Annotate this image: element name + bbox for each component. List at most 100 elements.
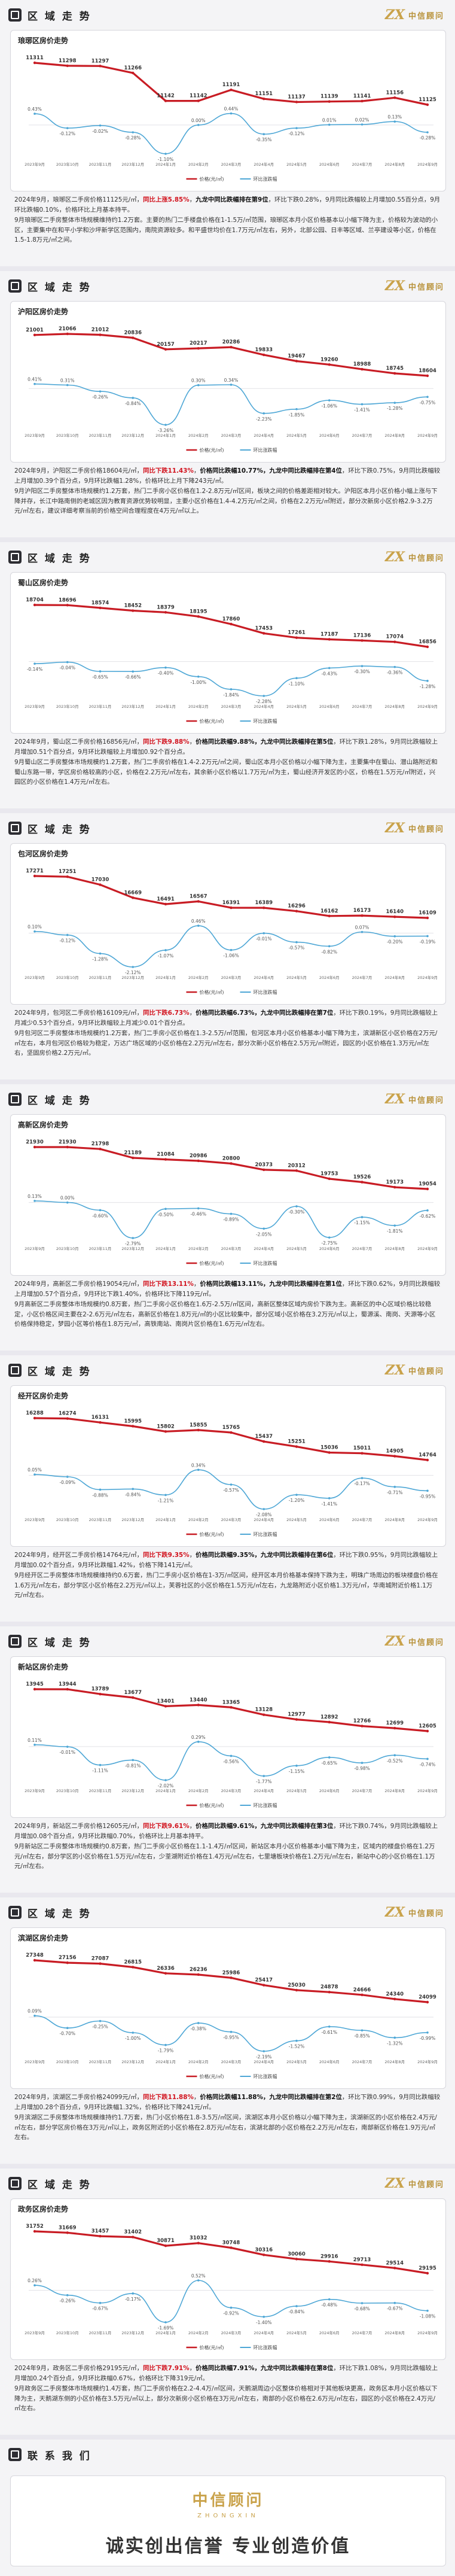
mom-point bbox=[132, 2292, 135, 2295]
mom-value-label: -0.38% bbox=[190, 2026, 206, 2031]
mom-value-label: -1.85% bbox=[289, 412, 305, 418]
price-value-label: 20373 bbox=[255, 1162, 273, 1168]
mom-point bbox=[33, 662, 36, 665]
district-panel: 区 域 走 势ZX中信顾问中信顾问中信顾问高新区房价走势219300.13%20… bbox=[0, 1084, 455, 1351]
mom-point bbox=[295, 1494, 298, 1496]
summary-paragraph: 2024年9月，蜀山区二手房价格16856元/㎡，同比下跌9.88%，价格同比跌… bbox=[14, 737, 441, 757]
price-value-label: 14764 bbox=[419, 1452, 436, 1458]
x-tick-label: 2024年6月 bbox=[319, 1517, 340, 1522]
mom-value-label: -0.66% bbox=[125, 674, 141, 680]
price-value-label: 14905 bbox=[386, 1449, 404, 1455]
mom-point bbox=[295, 1765, 298, 1767]
district-description: 2024年9月，高新区二手房价格19054元/㎡，同比下跌13.11%，价格同比… bbox=[14, 1279, 441, 1330]
summary-text: 2024年9月，包河区二手房价格16109元/㎡， bbox=[14, 1009, 143, 1017]
chart-card: 琅琊区房价走势 11311 0.43% 2023年9月 11298 -0.12% 2023年… bbox=[10, 30, 446, 191]
section-square-icon bbox=[8, 2448, 22, 2461]
section-title: 区 域 走 势 bbox=[28, 823, 91, 836]
summary-text: 2024年9月，蜀山区二手房价格16856元/㎡， bbox=[14, 738, 143, 746]
x-tick-label: 2024年8月 bbox=[384, 1517, 405, 1522]
mom-point bbox=[99, 1209, 102, 1212]
chart-title: 高新区房价走势 bbox=[18, 1121, 69, 1129]
x-tick-label: 2024年8月 bbox=[384, 704, 405, 709]
mom-value-label: -0.89% bbox=[223, 1217, 239, 1222]
price-value-label: 31032 bbox=[190, 2236, 207, 2242]
x-tick-label: 2023年10月 bbox=[56, 433, 79, 438]
footer-brand-logo: 中信顾问 ZHONGXIN bbox=[11, 2488, 445, 2519]
mom-point bbox=[164, 2043, 167, 2046]
mom-value-label: -0.25% bbox=[92, 2024, 108, 2030]
mom-value-label: -2.05% bbox=[256, 1231, 272, 1237]
price-value-label: 11191 bbox=[222, 82, 240, 88]
price-point bbox=[230, 622, 233, 626]
price-value-label: 30748 bbox=[222, 2240, 240, 2246]
price-point bbox=[361, 639, 364, 642]
price-point bbox=[164, 1158, 167, 1161]
mom-value-label: 0.11% bbox=[28, 1738, 42, 1743]
x-tick-label: 2023年9月 bbox=[25, 1246, 45, 1251]
price-value-label: 11151 bbox=[255, 91, 273, 97]
mom-point bbox=[33, 1473, 36, 1476]
price-value-label: 16296 bbox=[288, 904, 306, 910]
yoy-highlight: 同比下跌9.61% bbox=[143, 1823, 190, 1830]
section-square-icon bbox=[8, 1364, 22, 1377]
price-point bbox=[328, 1451, 331, 1454]
price-value-label: 16491 bbox=[157, 896, 175, 902]
mom-point bbox=[132, 2031, 135, 2034]
x-tick-label: 2024年6月 bbox=[319, 433, 340, 438]
mom-point bbox=[132, 397, 135, 399]
summary-text: ，环比下跌0.75%，9月同比跌幅较上月增加0.39个百分点，9月环比跌幅1.2… bbox=[14, 467, 441, 485]
price-value-label: 18379 bbox=[157, 604, 175, 610]
x-tick-label: 2024年8月 bbox=[384, 2330, 405, 2335]
mom-value-label: -1.21% bbox=[158, 1498, 174, 1503]
price-value-label: 20312 bbox=[288, 1163, 306, 1169]
x-tick-label: 2023年9月 bbox=[25, 975, 45, 980]
price-point bbox=[393, 96, 396, 99]
price-value-label: 19467 bbox=[288, 353, 306, 359]
detail-paragraph: 9月包河区二手房整体市场规模约1.2万套，热门二手房小区价格在1.3-2.5万/… bbox=[14, 1030, 438, 1057]
contact-header: 联 系 我 们 bbox=[8, 2446, 91, 2464]
price-value-label: 11139 bbox=[320, 94, 338, 100]
price-value-label: 13677 bbox=[124, 1690, 142, 1696]
x-tick-label: 2024年1月 bbox=[155, 1517, 176, 1522]
mom-value-label: -1.15% bbox=[289, 1769, 305, 1774]
x-tick-label: 2024年6月 bbox=[319, 162, 340, 167]
price-value-label: 13128 bbox=[255, 1707, 273, 1713]
price-value-label: 11297 bbox=[91, 58, 109, 64]
price-point bbox=[99, 1962, 102, 1965]
price-point bbox=[328, 914, 331, 918]
district-description: 2024年9月，包河区二手房价格16109元/㎡，同比下跌6.73%，价格同比跌… bbox=[14, 1008, 441, 1059]
mom-value-label: -1.00% bbox=[125, 2036, 141, 2041]
x-tick-label: 2023年9月 bbox=[25, 433, 45, 438]
mom-value-label: -1.40% bbox=[256, 2320, 272, 2325]
mom-value-label: -0.46% bbox=[190, 1211, 206, 1216]
mom-value-label: -0.74% bbox=[420, 1762, 436, 1767]
price-value-label: 17136 bbox=[353, 632, 371, 638]
price-value-label: 20286 bbox=[222, 339, 240, 345]
price-value-label: 24878 bbox=[320, 1984, 338, 1990]
logo-text: 中信顾问 bbox=[408, 11, 444, 21]
price-point bbox=[66, 604, 69, 607]
price-point bbox=[197, 615, 200, 618]
price-point bbox=[33, 874, 36, 878]
mom-value-label: -1.15% bbox=[354, 1220, 370, 1225]
x-tick-label: 2024年5月 bbox=[286, 162, 307, 167]
x-tick-label: 2023年9月 bbox=[25, 2059, 45, 2064]
logo-mark-icon: ZX bbox=[384, 278, 405, 294]
brand-logo: ZX 中信顾问 bbox=[385, 7, 444, 23]
district-panel: 区 域 走 势ZX中信顾问中信顾问中信顾问政务区房价走势317520.26%20… bbox=[0, 2169, 455, 2435]
x-tick-label: 2024年7月 bbox=[352, 1246, 372, 1251]
rank-highlight: 价格同比跌幅9.61%，九龙中同比跌幅排在第3位 bbox=[196, 1823, 334, 1830]
chart-card: 新站区房价走势 13945 0.11% 2023年9月 13944 -0.01% 2023年… bbox=[10, 1656, 446, 1818]
section-square-icon bbox=[8, 8, 22, 22]
yoy-highlight: 同比下跌6.73% bbox=[143, 1009, 190, 1017]
x-tick-label: 2023年11月 bbox=[89, 1246, 112, 1251]
price-value-label: 13401 bbox=[157, 1698, 175, 1704]
mom-value-label: -0.70% bbox=[59, 2031, 75, 2036]
x-tick-label: 2023年10月 bbox=[56, 1788, 79, 1793]
x-tick-label: 2023年10月 bbox=[56, 2330, 79, 2335]
mom-point bbox=[328, 1236, 331, 1239]
mom-value-label: -0.01% bbox=[59, 1750, 75, 1755]
mom-value-label: -1.81% bbox=[387, 1228, 403, 1234]
summary-paragraph: 2024年9月，经开区二手房价格14764元/㎡，同比下跌9.35%，价格同比跌… bbox=[14, 1550, 441, 1570]
yoy-highlight: 同比上涨5.85% bbox=[143, 196, 190, 203]
